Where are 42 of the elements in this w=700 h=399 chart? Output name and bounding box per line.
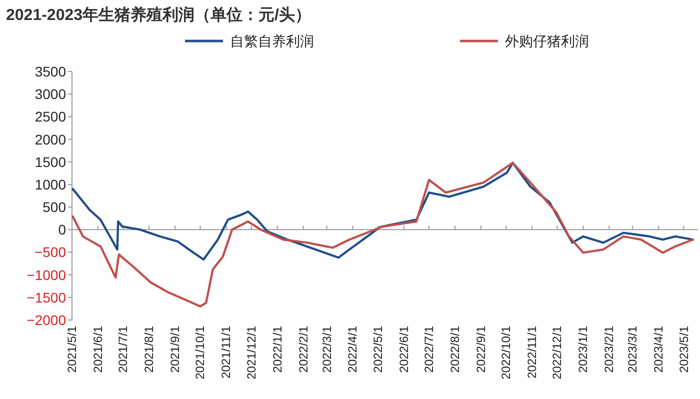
x-tick-label: 2023/2/1 <box>602 326 616 373</box>
x-tick-label: 2023/3/1 <box>626 326 640 373</box>
x-tick-label: 2021/10/1 <box>193 326 208 380</box>
chart-title: 2021-2023年生猪养殖利润（单位：元/头） <box>6 5 311 24</box>
y-tick-label: −2000 <box>26 312 66 328</box>
y-tick-label: 0 <box>58 222 66 238</box>
y-tick-label: 500 <box>42 199 66 216</box>
x-tick-label: 2022/6/1 <box>396 326 411 373</box>
y-tick-label: 3000 <box>34 86 66 102</box>
x-tick-label: 2023/1/1 <box>576 326 590 373</box>
x-tick-label: 2021/5/1 <box>65 326 79 373</box>
y-tick-label: −1500 <box>26 289 66 306</box>
x-tick-label: 2022/2/1 <box>296 326 310 373</box>
x-tick-label: 2022/7/1 <box>422 326 436 373</box>
y-tick-label: 1500 <box>34 154 66 170</box>
x-tick-label: 2022/12/1 <box>550 326 564 380</box>
y-tick-label: 2000 <box>34 131 66 148</box>
x-tick-label: 2021/6/1 <box>90 326 105 373</box>
legend-label: 自繁自养利润 <box>230 33 314 49</box>
legend-label: 外购仔猪利润 <box>505 33 589 49</box>
x-tick-label: 2021/9/1 <box>168 326 182 373</box>
y-tick-label: 1000 <box>34 176 66 192</box>
y-tick-label: −1000 <box>26 266 66 283</box>
x-tick-label: 2022/11/1 <box>525 326 540 378</box>
y-tick-label: 2500 <box>34 108 66 125</box>
x-tick-label: 2023/4/1 <box>652 326 666 373</box>
x-tick-label: 2022/5/1 <box>370 326 385 373</box>
x-tick-label: 2022/9/1 <box>474 326 488 373</box>
y-tick-label: −500 <box>34 244 66 260</box>
y-tick-label: 3500 <box>34 64 66 80</box>
x-tick-label: 2023/5/1 <box>676 326 691 373</box>
line-series <box>72 162 694 261</box>
x-tick-label: 2022/3/1 <box>320 326 334 373</box>
x-tick-label: 2021/12/1 <box>244 326 258 380</box>
x-tick-label: 2022/1/1 <box>270 326 284 373</box>
line-series <box>72 162 694 308</box>
x-tick-label: 2022/10/1 <box>499 326 514 380</box>
x-tick-label: 2021/11/1 <box>219 326 234 378</box>
x-tick-label: 2021/7/1 <box>116 326 130 373</box>
x-tick-label: 2022/4/1 <box>346 326 360 373</box>
x-tick-label: 2021/8/1 <box>142 326 156 373</box>
x-tick-label: 2022/8/1 <box>448 326 462 373</box>
